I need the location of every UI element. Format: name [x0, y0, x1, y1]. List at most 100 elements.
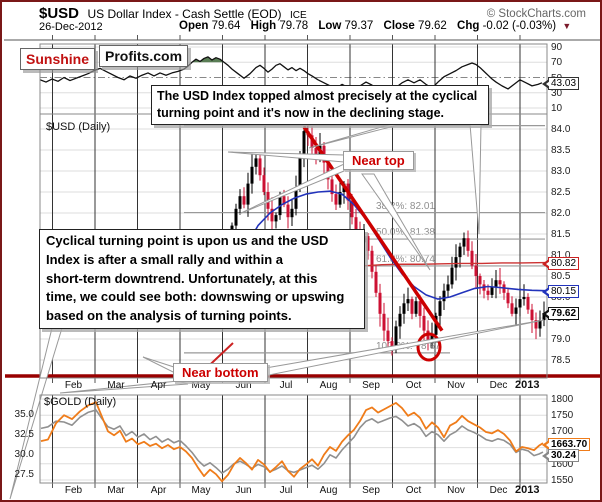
price-box-80.15: 80.15	[542, 284, 580, 298]
price-box-arrow-inner	[546, 80, 550, 87]
silver-axis-label: 27.5	[14, 469, 34, 480]
price-box-arrow-inner	[546, 442, 550, 448]
chart-title: US Dollar Index - Cash Settle (EOD)	[87, 7, 282, 21]
low-value: 79.37	[344, 20, 374, 32]
main-axis-label: 83.5	[551, 145, 571, 156]
silver-axis-label: 35.0	[14, 409, 34, 420]
month-label-main: Sep	[362, 380, 380, 391]
close-value: 79.62	[418, 20, 447, 32]
month-label-main: Dec	[489, 380, 508, 391]
price-box-arrow-icon	[542, 78, 549, 89]
main-axis-label: 83.0	[551, 166, 571, 177]
annotation-top: The USD Index topped almost precisely at…	[151, 85, 489, 125]
silver-axis-label: 30.0	[14, 449, 34, 460]
callout-pointer	[227, 151, 345, 163]
month-label-gold: Mar	[107, 485, 125, 496]
gold-axis-label: 1550	[551, 475, 574, 486]
gold-line	[40, 401, 544, 483]
chg-value: -0.02 (-0.03%)	[482, 20, 557, 32]
month-label-main: May	[191, 380, 211, 391]
price-box-arrow-icon	[542, 286, 549, 297]
rsi-axis-label: 10	[551, 103, 563, 114]
price-box-80.82: 80.82	[542, 256, 580, 270]
high-label: High	[250, 20, 277, 32]
exchange-label: ICE	[289, 10, 307, 21]
month-label-main: Apr	[150, 380, 167, 391]
header-line1: $USD US Dollar Index - Cash Settle (EOD)…	[39, 5, 307, 23]
gold-value-box-30.24: 30.24	[542, 449, 580, 462]
price-box-arrow-inner	[546, 288, 550, 295]
ticker-symbol: $USD	[39, 5, 80, 22]
logo-sunshine: Sunshine	[20, 48, 96, 70]
bottom-circle-annotation	[416, 332, 442, 362]
chg-label: Chg	[457, 20, 480, 32]
gold-panel-border	[39, 394, 548, 484]
annotation-left: Cyclical turning point is upon us and th…	[39, 229, 365, 329]
month-label-main: Jun	[235, 380, 252, 391]
main-axis-label: 84.0	[551, 124, 571, 135]
rsi-value-box: 43.03	[542, 76, 580, 90]
month-label-gold: Sep	[362, 485, 380, 496]
price-box-arrow-inner	[546, 260, 550, 267]
silver-axis-label: 32.5	[14, 429, 34, 440]
price-box-arrow-inner	[546, 310, 550, 317]
month-label-main: Aug	[319, 380, 338, 391]
fib-label: 38.2%: 82.01	[376, 200, 435, 212]
fib-label: 61.8%: 80.74	[376, 253, 435, 265]
gold-axis-label: 1600	[551, 458, 574, 470]
high-value: 79.78	[279, 20, 309, 32]
rsi-axis-label: 30	[551, 87, 563, 99]
rsi-line	[39, 56, 543, 94]
close-label: Close	[383, 20, 415, 32]
callout-pointer	[59, 380, 189, 394]
price-box-arrow-icon	[542, 258, 549, 269]
price-box-arrow-icon	[542, 440, 549, 450]
callout-pointer	[308, 123, 403, 149]
month-label-gold: Feb	[64, 485, 83, 496]
year-label-main: 2013	[515, 379, 540, 391]
change-down-arrow-icon: ▼	[562, 21, 572, 31]
month-label-gold: May	[191, 485, 211, 496]
month-label-gold: Oct	[405, 485, 422, 496]
gold-panel-title: $GOLD (Daily)	[44, 396, 117, 408]
near-top-label: Near top	[343, 151, 414, 170]
gold-axis-label: 1750	[551, 410, 574, 422]
usd-panel-title: $USD (Daily)	[46, 121, 111, 133]
year-label-gold: 2013	[515, 484, 540, 496]
month-label-gold: Apr	[150, 485, 167, 496]
main-axis-label: 78.5	[551, 355, 571, 366]
month-label-gold: Aug	[319, 485, 338, 496]
callout-pointer	[361, 173, 431, 271]
date-label: 26-Dec-2012	[39, 21, 103, 33]
month-label-gold: Dec	[489, 485, 508, 496]
main-axis-label: 82.0	[551, 208, 571, 219]
main-axis-label: 80.5	[551, 271, 571, 282]
gold-axis-label: 1700	[551, 426, 574, 438]
main-axis-label: 81.0	[551, 250, 571, 261]
month-label-main: Oct	[405, 380, 422, 391]
callout-pointer	[469, 123, 482, 235]
rsi-axis-label: 70	[551, 57, 563, 69]
price-box-arrow-icon	[542, 308, 549, 319]
month-label-gold: Nov	[447, 485, 465, 496]
month-label-main: Mar	[107, 380, 125, 391]
month-label-main: Nov	[447, 380, 465, 391]
open-value: 79.64	[211, 20, 241, 32]
month-label-main: Feb	[64, 380, 83, 391]
month-label-gold: Jun	[235, 485, 252, 496]
near-bottom-label: Near bottom	[173, 363, 268, 382]
copyright: © StockCharts.com	[486, 8, 586, 20]
gold-axis-label: 1800	[551, 394, 574, 405]
month-label-gold: Jul	[279, 485, 293, 496]
rsi-axis-label: 90	[551, 42, 563, 53]
upper-panel-border	[39, 43, 548, 379]
logo-profits: Profits.com	[99, 45, 189, 67]
price-box-arrow-inner	[546, 453, 550, 459]
price-box-arrow-icon	[542, 451, 549, 461]
month-label-main: Jul	[279, 380, 293, 391]
price-box-79.62: 79.62	[542, 306, 580, 320]
main-axis-label: 81.5	[551, 229, 571, 240]
ohlc-summary: Open 79.64 High 79.78 Low 79.37 Close 79…	[179, 20, 571, 32]
